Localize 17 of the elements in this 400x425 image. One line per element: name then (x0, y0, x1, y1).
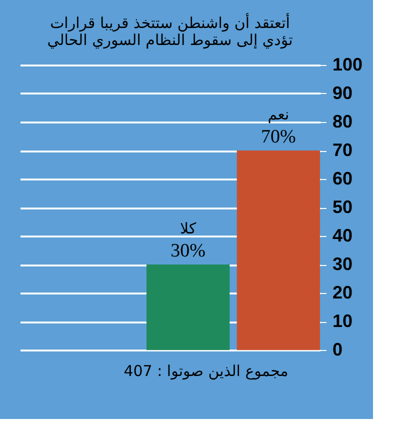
x-tick-label: كلا (180, 220, 197, 238)
y-tick-label: 70 (332, 140, 353, 160)
y-tick-label: 100 (332, 54, 363, 74)
y-tick-label: 50 (332, 197, 353, 217)
text: مجموع الذين صوتوا : 407 (124, 362, 288, 380)
y-tick-label: 30 (332, 254, 353, 274)
y-tick-label: 0 (332, 340, 343, 360)
y-tick-label: 80 (332, 112, 353, 132)
chart-title: أتعتقد أن واشنطن ستتخذ قريبا قرارات تؤدي إلى سقوط النظام السوري الحالي (47, 13, 293, 49)
data-label: 30% (170, 240, 206, 262)
x-tick-label: نعم (268, 106, 290, 124)
y-tick-label: 40 (332, 226, 353, 246)
y-tick-label: 60 (332, 168, 353, 188)
y-tick-label: 10 (332, 311, 353, 331)
y-tick-label: 20 (332, 282, 353, 302)
data-label: 70% (261, 126, 296, 148)
y-tick-label: 90 (332, 83, 353, 103)
